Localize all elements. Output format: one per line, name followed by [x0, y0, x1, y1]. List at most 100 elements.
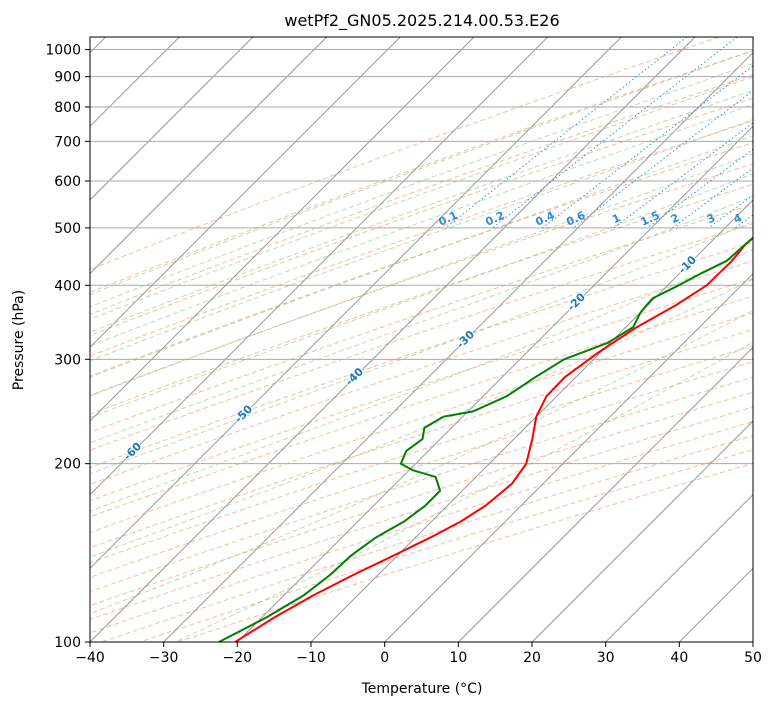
x-tick-label: −20: [223, 650, 253, 666]
isotherm-label: -70: [10, 477, 33, 500]
dry-adiabat: [90, 183, 753, 415]
dry-adiabat: [101, 435, 753, 642]
mixing-ratio-line: [613, 122, 753, 229]
isotherm: [678, 567, 753, 642]
x-tick-label: 50: [744, 650, 762, 666]
x-tick-label: −10: [296, 650, 326, 666]
y-axis: 100 200 300 400 500 600 700 800 900 1000: [45, 43, 90, 651]
y-tick-label: 900: [54, 70, 81, 86]
dry-adiabat: [90, 97, 753, 337]
mixing-ratio-label: 0.4: [533, 209, 556, 229]
temperature-line: [234, 236, 753, 642]
dry-adiabat: [90, 120, 753, 357]
moist-adiabat: [90, 153, 753, 397]
isotherm: [457, 346, 753, 642]
dewpoint-line: [218, 236, 753, 642]
mixing-ratio-label: 1: [610, 211, 622, 226]
moist-adiabat: [90, 50, 753, 296]
dry-adiabat: [90, 163, 753, 396]
y-tick-label: 600: [54, 174, 81, 190]
y-tick-label: 800: [54, 100, 81, 116]
isotherm: [384, 272, 753, 642]
moist-adiabat: [90, 118, 753, 362]
x-axis-title: Temperature (°C): [361, 681, 483, 697]
isotherm: [90, 37, 696, 642]
dry-adiabat: [90, 312, 753, 534]
moist-adiabat: [90, 103, 753, 347]
moist-adiabat: [90, 173, 753, 419]
mixing-ratio-label: 3: [705, 211, 717, 226]
chart-title: wetPf2_GN05.2025.214.00.53.E26: [284, 11, 559, 31]
y-tick-label: 700: [54, 134, 81, 150]
moist-adiabat: [90, 309, 753, 615]
x-tick-label: 10: [449, 650, 467, 666]
isotherm: [90, 37, 549, 496]
isotherm: [90, 37, 475, 422]
x-tick-label: 30: [597, 650, 615, 666]
dry-adiabat: [90, 391, 753, 607]
mixing-ratio-line: [572, 90, 753, 229]
mixing-ratio-label: 1.5: [639, 209, 662, 229]
moist-adiabat: [90, 76, 753, 320]
dry-adiabat: [90, 260, 753, 485]
y-tick-label: 1000: [45, 43, 81, 59]
mixing-ratio-line: [734, 214, 753, 229]
dry-adiabat: [90, 345, 753, 564]
dry-adiabat: [90, 241, 753, 469]
dry-adiabat: [90, 278, 753, 502]
isotherm: [752, 641, 753, 642]
x-tick-label: −40: [75, 650, 105, 666]
dry-adiabat: [90, 50, 753, 293]
mixing-ratio-label: 2: [669, 211, 681, 226]
x-tick-label: −30: [149, 650, 179, 666]
plot-frame: [89, 36, 754, 643]
moist-adiabat: [90, 248, 753, 512]
dry-adiabat: [90, 74, 753, 315]
moist-adiabat: [90, 135, 753, 378]
x-axis: −40 −30 −20 −10 0 10 20 30 40 50: [75, 642, 762, 666]
dry-adiabat: [90, 376, 753, 593]
y-tick-label: 100: [54, 635, 81, 651]
dry-adiabat: [90, 142, 753, 377]
dry-adiabat: [90, 295, 753, 518]
mixing-ratio-label: 0.1: [437, 209, 460, 229]
y-axis-title: Pressure (hPa): [11, 290, 27, 390]
moist-adiabat: [90, 89, 753, 333]
isotherm: [90, 37, 328, 275]
isotherm: [90, 37, 622, 570]
dry-adiabat: [177, 462, 753, 642]
dry-adiabat: [90, 37, 720, 271]
y-tick-label: 500: [54, 221, 81, 237]
y-tick-label: 300: [54, 352, 81, 368]
y-tick-label: 200: [54, 457, 81, 473]
isotherm: [90, 37, 254, 201]
dry-adiabat: [90, 329, 753, 549]
isotherm: [310, 199, 753, 642]
x-tick-label: 20: [523, 650, 541, 666]
isotherm: [90, 37, 401, 349]
isotherm: [605, 493, 753, 642]
background-lines: [90, 37, 753, 642]
moist-adiabat: [90, 195, 753, 444]
x-tick-label: 40: [670, 650, 688, 666]
moist-adiabat: [174, 341, 753, 642]
mixing-ratio-line: [672, 167, 753, 229]
mixing-ratio-line: [492, 37, 738, 229]
isotherm: [236, 125, 753, 642]
isotherm: [163, 51, 753, 642]
moist-adiabat: [90, 278, 753, 558]
dry-adiabat: [90, 203, 753, 433]
dry-adiabat: [90, 223, 753, 451]
moist-adiabat: [90, 63, 753, 308]
dry-adiabat: [90, 361, 753, 578]
profile-lines: [218, 236, 753, 642]
x-tick-label: 0: [380, 650, 389, 666]
y-tick-label: 400: [54, 278, 81, 294]
mixing-ratio-label: 6: [770, 211, 775, 226]
mixing-ratio-line: [542, 65, 753, 229]
mixing-ratio-label: 0.6: [564, 209, 587, 229]
moist-adiabat: [90, 220, 753, 475]
mixing-ratio-label: 4: [732, 211, 745, 226]
isotherm: [531, 420, 753, 642]
